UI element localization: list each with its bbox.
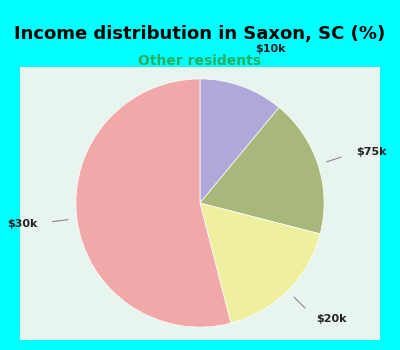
Text: $30k: $30k — [7, 218, 38, 229]
Text: Income distribution in Saxon, SC (%): Income distribution in Saxon, SC (%) — [14, 25, 386, 42]
Text: $10k: $10k — [256, 44, 286, 54]
Wedge shape — [200, 107, 324, 234]
Text: $75k: $75k — [356, 147, 386, 158]
Wedge shape — [76, 79, 231, 327]
Wedge shape — [200, 79, 279, 203]
FancyBboxPatch shape — [13, 61, 387, 345]
Text: $20k: $20k — [316, 314, 346, 324]
Wedge shape — [200, 203, 320, 323]
Text: Other residents: Other residents — [138, 54, 262, 68]
